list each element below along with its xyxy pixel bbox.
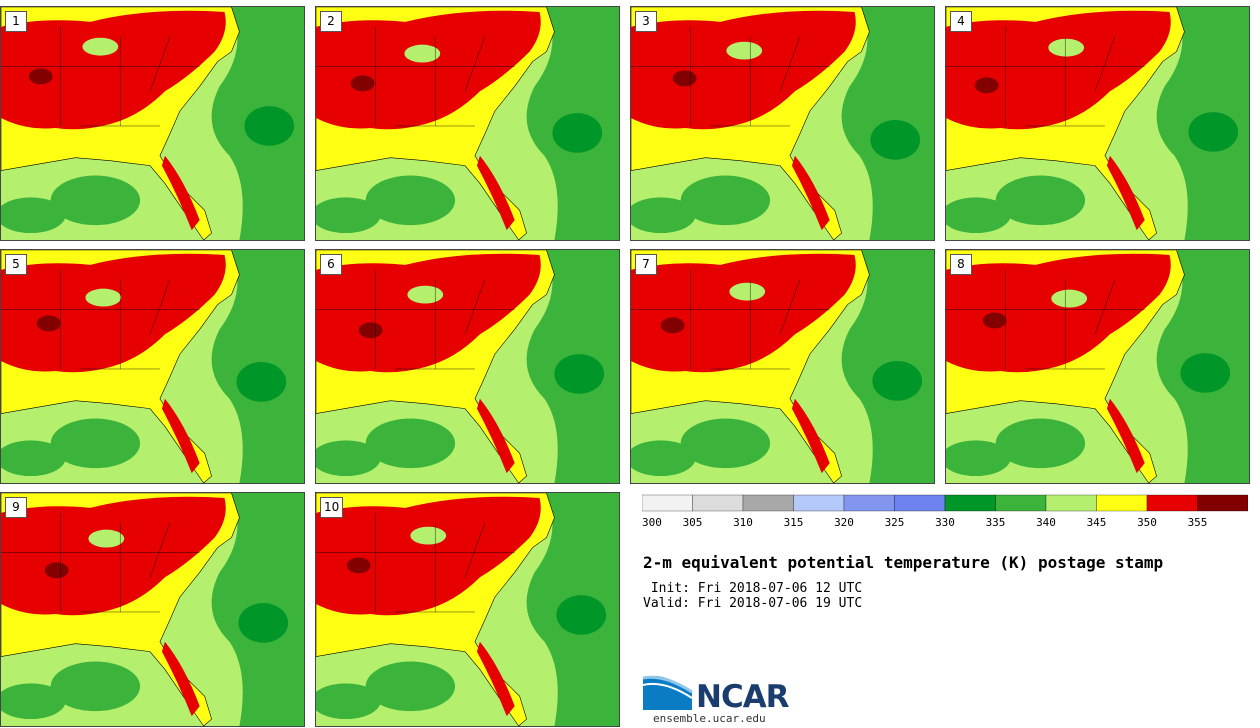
panel-number: 7 xyxy=(635,254,657,275)
colorbar-segment xyxy=(1197,494,1249,512)
map-image xyxy=(631,250,934,483)
colorbar-tick-label: 325 xyxy=(885,516,905,529)
map-image xyxy=(946,7,1249,240)
map-image xyxy=(1,7,304,240)
colorbar-tick-label: 340 xyxy=(1036,516,1056,529)
map-panel: 5 xyxy=(0,249,305,484)
colorbar-segment xyxy=(641,494,693,512)
colorbar-segment xyxy=(793,494,845,512)
valid-time: Valid: Fri 2018-07-06 19 UTC xyxy=(643,596,863,611)
map-panel: 10 xyxy=(315,492,620,727)
map-image xyxy=(316,7,619,240)
map-image xyxy=(316,493,619,726)
panel-number: 4 xyxy=(950,11,972,32)
colorbar-segment xyxy=(1045,494,1097,512)
colorbar-tick-label: 300 xyxy=(642,516,662,529)
colorbar: 300 305 310 315 320 325 330 335 340 345 350 355 xyxy=(641,494,1249,534)
panel-number: 8 xyxy=(950,254,972,275)
colorbar-tick-label: 305 xyxy=(683,516,703,529)
map-panel: 9 xyxy=(0,492,305,727)
map-image xyxy=(316,250,619,483)
colorbar-tick-label: 350 xyxy=(1137,516,1157,529)
colorbar-tick-label: 315 xyxy=(784,516,804,529)
init-time: Init: Fri 2018-07-06 12 UTC xyxy=(643,581,863,596)
ncar-logo-icon xyxy=(642,675,693,710)
panel-number: 5 xyxy=(5,254,27,275)
colorbar-tick-label: 310 xyxy=(733,516,753,529)
colorbar-segment xyxy=(1096,494,1148,512)
panel-number: 9 xyxy=(5,497,27,518)
map-image xyxy=(631,7,934,240)
map-panel: 6 xyxy=(315,249,620,484)
map-panel: 4 xyxy=(945,6,1250,241)
map-panel: 8 xyxy=(945,249,1250,484)
map-panel: 7 xyxy=(630,249,935,484)
panel-number: 10 xyxy=(320,497,344,518)
map-panel: 1 xyxy=(0,6,305,241)
map-image xyxy=(946,250,1249,483)
colorbar-segment xyxy=(692,494,744,512)
colorbar-tick-label: 320 xyxy=(834,516,854,529)
colorbar-tick-label: 345 xyxy=(1087,516,1107,529)
colorbar-svg: 300 305 310 315 320 325 330 335 340 345 350 355 xyxy=(641,494,1249,529)
colorbar-tick-label: 335 xyxy=(986,516,1006,529)
logo-url: ensemble.ucar.edu xyxy=(653,712,766,725)
colorbar-segment xyxy=(742,494,794,512)
colorbar-tick-label: 355 xyxy=(1188,516,1208,529)
panel-number: 1 xyxy=(5,11,27,32)
colorbar-segment xyxy=(995,494,1047,512)
panel-number: 3 xyxy=(635,11,657,32)
colorbar-segment xyxy=(1146,494,1198,512)
panel-number: 6 xyxy=(320,254,342,275)
ncar-logo-text: NCAR xyxy=(696,679,790,715)
colorbar-segment xyxy=(843,494,895,512)
page-title: 2-m equivalent potential temperature (K)… xyxy=(643,553,1164,572)
map-panel: 3 xyxy=(630,6,935,241)
map-panel: 2 xyxy=(315,6,620,241)
panel-number: 2 xyxy=(320,11,342,32)
map-image xyxy=(1,250,304,483)
map-image xyxy=(1,493,304,726)
colorbar-tick-label: 330 xyxy=(935,516,955,529)
colorbar-segment xyxy=(894,494,946,512)
colorbar-segment xyxy=(944,494,996,512)
